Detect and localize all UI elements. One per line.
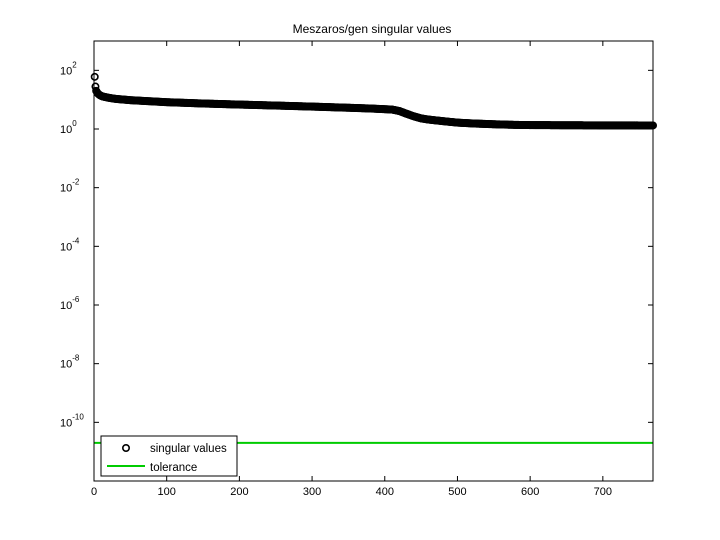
legend: singular values tolerance — [100, 435, 238, 477]
y-tick-label-exponent: -4 — [72, 236, 80, 245]
y-tick-label-base: 10 — [60, 65, 72, 77]
y-tick-label: 102 — [60, 60, 77, 77]
legend-box — [100, 435, 238, 477]
y-tick-label-base: 10 — [60, 183, 72, 195]
x-tick-label: 600 — [521, 486, 539, 498]
x-tick-label: 700 — [594, 486, 612, 498]
y-tick-label: 100 — [60, 119, 77, 136]
x-tick-label: 500 — [448, 486, 466, 498]
x-tick-label: 0 — [91, 486, 97, 498]
legend-singular-values-label: singular values — [150, 443, 227, 455]
y-tick-label-exponent: 2 — [72, 60, 77, 69]
y-tick-label-base: 10 — [60, 124, 72, 136]
y-tick-label-base: 10 — [60, 300, 72, 312]
x-tick-label: 100 — [158, 486, 176, 498]
y-tick-label: 10-8 — [60, 354, 80, 371]
axes-box — [93, 40, 654, 482]
y-tick-label: 10-2 — [60, 178, 80, 195]
x-tick-label: 300 — [303, 486, 321, 498]
plot-area: 0 100 200 300 400 500 600 700 10210010-210-410-… — [60, 40, 657, 498]
x-tick-label: 400 — [376, 486, 394, 498]
x-tick-label: 200 — [230, 486, 248, 498]
singular-value-point — [90, 72, 99, 81]
legend-tolerance-label: tolerance — [150, 462, 197, 474]
singular-values-series — [90, 72, 657, 130]
y-tick-label-exponent: -8 — [72, 354, 80, 363]
y-tick-label-exponent: -6 — [72, 295, 80, 304]
x-axis: 0 100 200 300 400 500 600 700 — [91, 41, 612, 498]
y-tick-label-base: 10 — [60, 359, 72, 371]
y-tick-label: 10-10 — [60, 412, 84, 429]
chart-title: Meszaros/gen singular values — [293, 22, 452, 36]
y-tick-label: 10-6 — [60, 295, 80, 312]
y-tick-label: 10-4 — [60, 236, 80, 253]
y-tick-label-base: 10 — [60, 241, 72, 253]
legend-singular-values-marker — [122, 443, 131, 452]
y-tick-label-exponent: -2 — [72, 178, 80, 187]
y-tick-label-exponent: -10 — [72, 412, 84, 421]
y-tick-label-exponent: 0 — [72, 119, 77, 128]
y-tick-label-base: 10 — [60, 417, 72, 429]
